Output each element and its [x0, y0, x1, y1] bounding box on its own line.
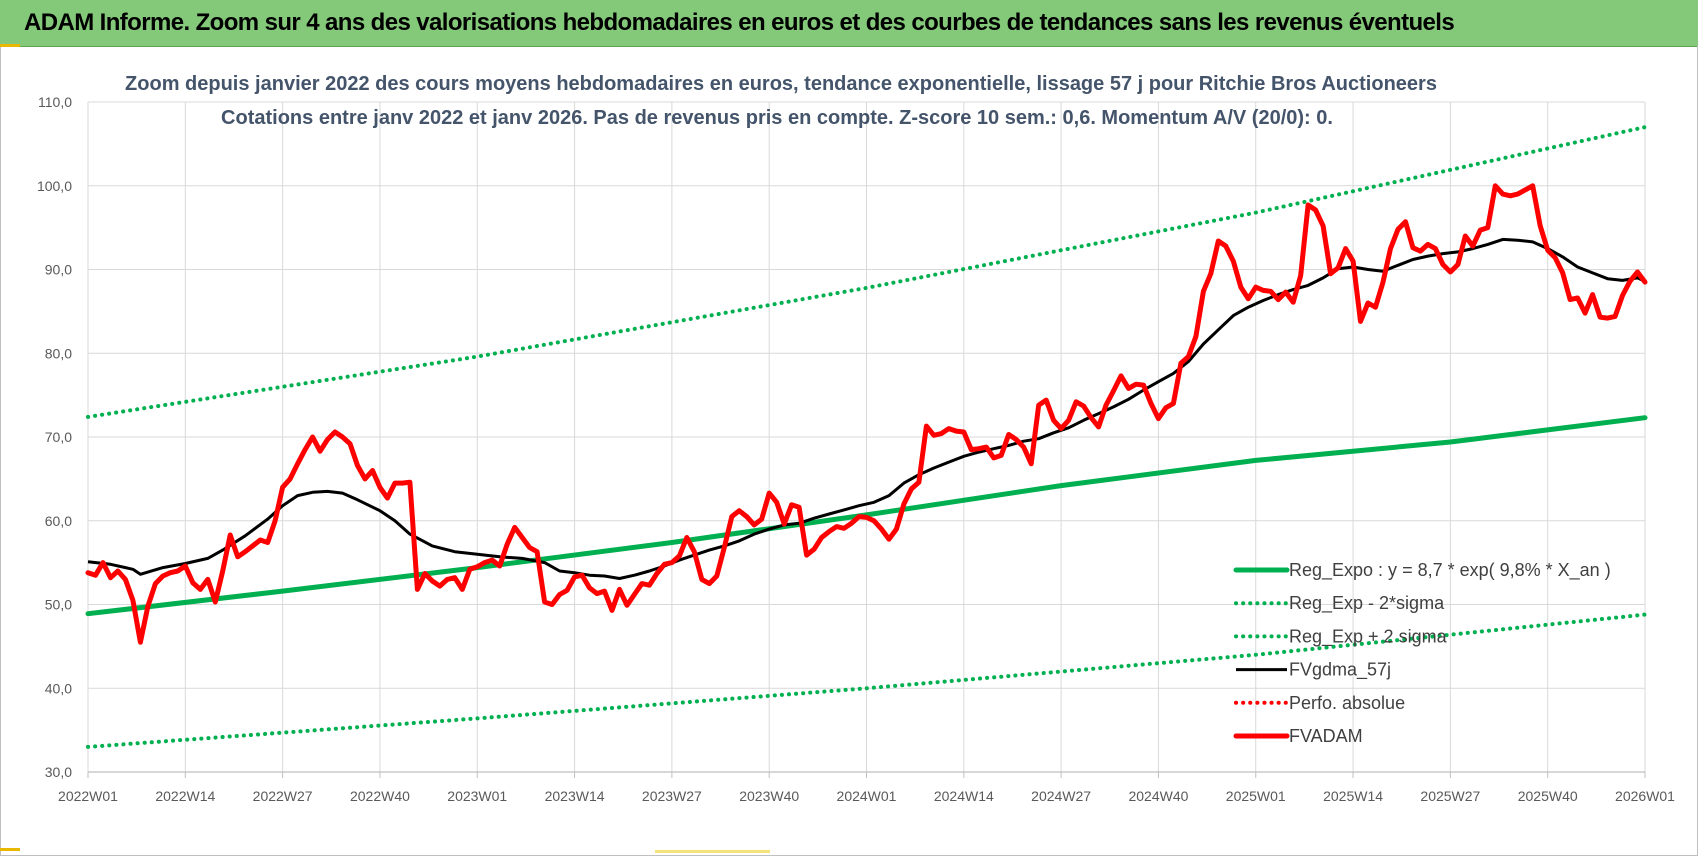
x-tick-label: 2024W14 [934, 788, 994, 804]
y-tick-label: 90,0 [45, 262, 72, 278]
x-tick-label: 2024W27 [1031, 788, 1091, 804]
y-axis: 30,0 40,0 50,0 60,0 70,0 80,0 90,0 100,0 110,0 [37, 94, 72, 780]
report-title: ADAM Informe. Zoom sur 4 ans des valoris… [24, 9, 1455, 36]
y-tick-label: 30,0 [45, 764, 72, 780]
legend-label: FVgdma_57j [1289, 660, 1391, 681]
y-tick-label: 100,0 [37, 178, 72, 194]
accent-line [0, 848, 20, 851]
series-lines [85, 125, 1648, 749]
x-tick-label: 2026W01 [1615, 788, 1675, 804]
x-tick-label: 2022W40 [350, 788, 410, 804]
legend-label: FVADAM [1289, 726, 1363, 746]
legend-label: Reg_Expo : y = 8,7 * exp( 9,8% * X_an ) [1289, 560, 1611, 581]
legend-label: Reg_Exp - 2*sigma [1289, 593, 1445, 614]
x-tick-label: 2022W01 [58, 788, 118, 804]
x-tick-label: 2025W01 [1226, 788, 1286, 804]
y-tick-label: 110,0 [38, 94, 72, 110]
legend: Reg_Expo : y = 8,7 * exp( 9,8% * X_an ) R… [1233, 560, 1611, 746]
x-tick-label: 2024W40 [1128, 788, 1188, 804]
x-tick-label: 2025W27 [1420, 788, 1480, 804]
header-banner: ADAM Informe. Zoom sur 4 ans des valoris… [0, 0, 1698, 47]
x-tick-label: 2022W14 [155, 788, 215, 804]
y-tick-label: 70,0 [45, 429, 72, 445]
accent-line [0, 44, 20, 47]
reg-exp-series-1 [86, 612, 1647, 749]
fvadam-series-5 [85, 183, 1648, 645]
y-tick-label: 60,0 [45, 513, 72, 529]
grid-lines [87, 101, 1646, 773]
reg-exp-series-2 [86, 125, 1647, 419]
chart-subtitle: Cotations entre janv 2022 et janv 2026. … [221, 107, 1333, 129]
x-tick-label: 2023W01 [447, 788, 507, 804]
chart-title: Zoom depuis janvier 2022 des cours moyen… [125, 73, 1437, 95]
x-axis: 2022W01 2022W14 2022W27 2022W40 2023W01 2023W… [58, 771, 1675, 804]
accent-line [655, 850, 770, 853]
y-tick-label: 80,0 [45, 345, 72, 361]
x-tick-label: 2023W40 [739, 788, 799, 804]
x-tick-label: 2025W14 [1323, 788, 1383, 804]
x-tick-label: 2024W01 [837, 788, 897, 804]
y-tick-label: 40,0 [45, 680, 72, 696]
y-tick-label: 50,0 [45, 597, 72, 613]
x-tick-label: 2023W27 [642, 788, 702, 804]
x-tick-label: 2022W27 [253, 788, 313, 804]
x-tick-label: 2023W14 [545, 788, 605, 804]
legend-label: Reg_Exp + 2 sigma [1289, 626, 1448, 647]
legend-label: Perfo. absolue [1289, 693, 1405, 713]
x-tick-label: 2025W40 [1518, 788, 1578, 804]
